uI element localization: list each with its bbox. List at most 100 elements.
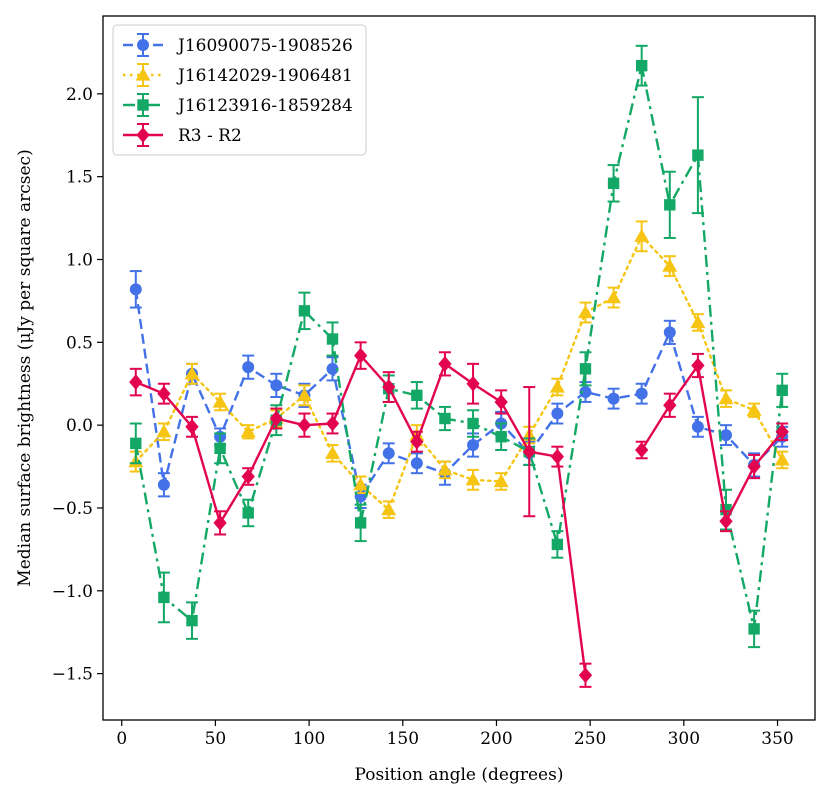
series-layer bbox=[128, 44, 790, 688]
x-tick-label: 300 bbox=[668, 729, 700, 749]
data-point bbox=[439, 412, 451, 425]
y-tick-label: 2.0 bbox=[66, 85, 93, 105]
data-point bbox=[719, 513, 733, 530]
data-point bbox=[241, 468, 255, 485]
data-point bbox=[212, 394, 228, 408]
series-diamond bbox=[129, 341, 789, 688]
x-tick-label: 0 bbox=[116, 729, 127, 749]
y-tick-label: −1.5 bbox=[52, 665, 93, 685]
x-axis-label: Position angle (degrees) bbox=[355, 765, 564, 785]
data-point bbox=[720, 429, 732, 442]
data-point bbox=[635, 387, 648, 400]
data-point bbox=[242, 507, 254, 519]
legend-label: R3 - R2 bbox=[178, 126, 242, 146]
data-point bbox=[296, 387, 312, 401]
data-point bbox=[242, 361, 255, 374]
y-tick-label: 1.0 bbox=[66, 251, 93, 271]
legend-label: J16090075-1908526 bbox=[176, 36, 353, 56]
data-point bbox=[774, 452, 790, 466]
data-point bbox=[747, 458, 761, 475]
data-point bbox=[495, 431, 507, 443]
x-tick-label: 150 bbox=[387, 729, 419, 749]
data-point bbox=[382, 379, 396, 395]
data-point bbox=[522, 443, 536, 460]
data-point bbox=[326, 362, 339, 375]
plot-frame bbox=[102, 15, 816, 721]
data-point bbox=[382, 447, 395, 460]
legend-marker bbox=[136, 127, 150, 143]
data-point bbox=[690, 314, 706, 329]
data-point bbox=[691, 357, 705, 374]
data-point bbox=[157, 478, 170, 491]
data-point bbox=[663, 397, 677, 414]
data-point bbox=[325, 415, 340, 432]
data-point bbox=[129, 374, 143, 390]
legend-label: J16142029-1906481 bbox=[176, 66, 353, 86]
data-point bbox=[325, 445, 341, 459]
legend-marker bbox=[137, 39, 149, 51]
data-point bbox=[718, 391, 734, 405]
data-point bbox=[549, 379, 565, 393]
data-point bbox=[466, 375, 480, 392]
data-point bbox=[354, 347, 368, 364]
x-axis: 0 50 100 150 200 250 300 350 bbox=[116, 720, 794, 749]
data-point bbox=[662, 258, 678, 272]
data-point bbox=[748, 623, 760, 635]
data-point bbox=[438, 356, 452, 372]
data-point bbox=[213, 515, 227, 531]
data-point bbox=[129, 283, 142, 296]
data-point bbox=[551, 538, 564, 551]
y-tick-label: 0.0 bbox=[66, 416, 93, 436]
data-point bbox=[635, 59, 648, 72]
data-point bbox=[606, 290, 622, 304]
data-point bbox=[297, 417, 312, 433]
y-tick-label: 1.5 bbox=[66, 168, 93, 188]
data-point bbox=[411, 389, 423, 402]
data-point bbox=[240, 424, 256, 438]
data-point bbox=[607, 392, 620, 405]
legend: J16090075-1908526 J16142029-1906481 J16123… bbox=[112, 24, 367, 156]
data-point bbox=[214, 442, 226, 455]
data-point bbox=[298, 305, 311, 317]
data-point bbox=[551, 407, 564, 420]
data-point bbox=[184, 366, 200, 380]
data-point bbox=[157, 385, 171, 402]
series-line bbox=[134, 64, 784, 631]
data-point bbox=[158, 591, 170, 604]
data-point bbox=[493, 473, 509, 488]
data-point bbox=[185, 419, 199, 435]
data-point bbox=[664, 199, 676, 211]
data-point bbox=[354, 517, 367, 529]
data-point bbox=[353, 477, 369, 491]
data-point bbox=[437, 462, 453, 476]
legend-label: J16123916-1859284 bbox=[176, 96, 353, 116]
data-point bbox=[270, 379, 283, 392]
y-tick-label: 0.5 bbox=[66, 333, 93, 353]
data-point bbox=[746, 402, 762, 416]
data-point bbox=[663, 326, 676, 339]
x-tick-label: 250 bbox=[574, 729, 606, 749]
data-point bbox=[130, 437, 142, 450]
data-point bbox=[720, 503, 732, 516]
data-point bbox=[550, 448, 564, 465]
data-point bbox=[410, 457, 423, 470]
data-point bbox=[467, 439, 480, 452]
data-point bbox=[269, 410, 283, 427]
x-tick-label: 350 bbox=[761, 729, 793, 749]
x-tick-label: 200 bbox=[480, 729, 512, 749]
data-point bbox=[326, 333, 339, 345]
data-point bbox=[577, 305, 593, 319]
series-circle bbox=[129, 270, 789, 509]
data-point bbox=[775, 423, 789, 440]
data-point bbox=[579, 386, 592, 399]
data-point bbox=[578, 667, 593, 684]
data-point bbox=[692, 149, 704, 161]
data-point bbox=[467, 417, 479, 430]
x-tick-label: 50 bbox=[205, 729, 227, 749]
legend-box bbox=[112, 24, 367, 156]
series-square bbox=[129, 44, 789, 649]
data-point bbox=[634, 228, 650, 242]
series-line bbox=[640, 364, 784, 523]
data-point bbox=[579, 363, 592, 375]
y-tick-label: −0.5 bbox=[52, 499, 93, 519]
